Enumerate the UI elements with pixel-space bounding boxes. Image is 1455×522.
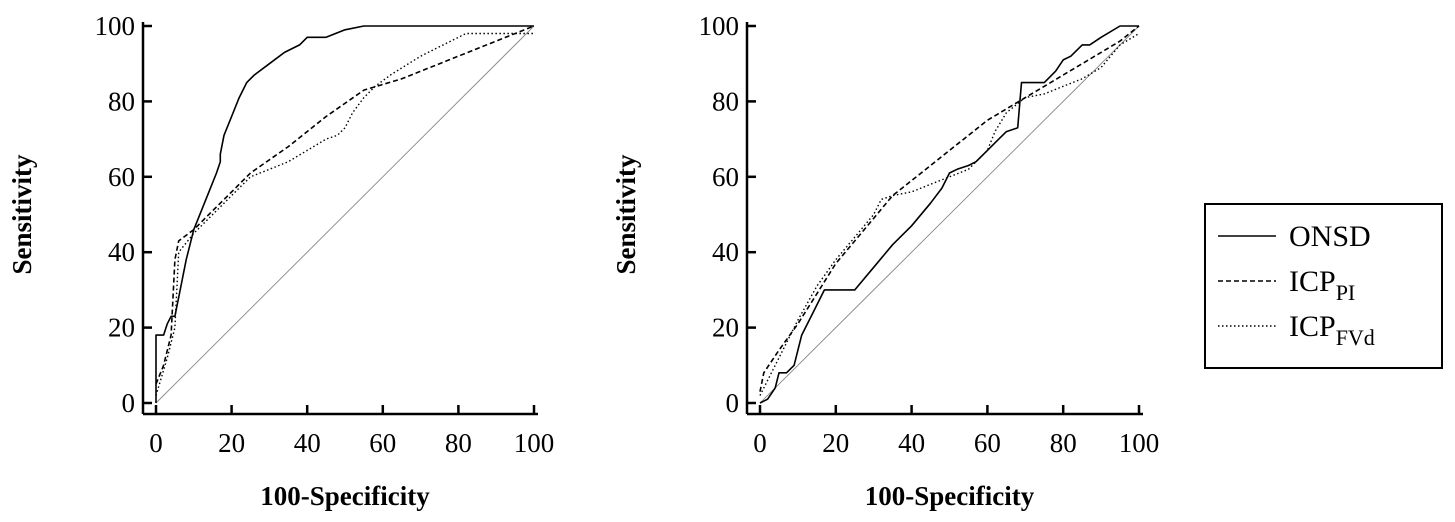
series-line-icp-pi bbox=[155, 25, 535, 385]
y-tick-label: 100 bbox=[95, 11, 136, 41]
x-tick-label: 80 bbox=[1050, 428, 1077, 458]
x-axis-title: 100-Specificity bbox=[865, 481, 1035, 511]
x-tick-label: 40 bbox=[294, 428, 321, 458]
x-tick-label: 20 bbox=[822, 428, 849, 458]
x-tick-label: 0 bbox=[753, 428, 767, 458]
series-line-onsd bbox=[155, 25, 534, 403]
x-axis-title: 100-Specificity bbox=[260, 481, 430, 511]
series-line-icp-pi bbox=[759, 25, 1140, 392]
y-tick-label: 60 bbox=[108, 162, 135, 192]
roc-panel-right: 0 20 40 60 80 100 0 20 40 60 80 100 100-Specificity S… bbox=[611, 11, 1159, 511]
x-tick-label: 20 bbox=[218, 428, 245, 458]
legend-label-icp-pi: ICPPI bbox=[1289, 265, 1355, 305]
y-tick-label: 80 bbox=[712, 86, 739, 116]
y-tick-label: 40 bbox=[108, 237, 135, 267]
reference-diagonal bbox=[155, 25, 535, 404]
y-tick-label: 20 bbox=[108, 313, 135, 343]
legend: ONSD ICPPI ICPFVd bbox=[1204, 203, 1443, 369]
y-axis-title: Sensitivity bbox=[7, 154, 37, 275]
x-tick-label: 80 bbox=[445, 428, 472, 458]
y-tick-label: 60 bbox=[712, 162, 739, 192]
y-tick-label: 100 bbox=[699, 11, 740, 41]
y-tick-label: 0 bbox=[726, 388, 740, 418]
x-tick-label: 60 bbox=[974, 428, 1001, 458]
x-tick-label: 0 bbox=[149, 428, 163, 458]
roc-panel-left: 0 20 40 60 80 100 0 20 40 60 80 100 100-Specificity S… bbox=[7, 11, 554, 511]
y-axis-title: Sensitivity bbox=[611, 154, 641, 275]
y-tick-label: 20 bbox=[712, 313, 739, 343]
x-tick-label: 40 bbox=[898, 428, 925, 458]
legend-frame bbox=[1204, 203, 1443, 369]
x-tick-label: 100 bbox=[514, 428, 555, 458]
x-tick-label: 100 bbox=[1119, 428, 1160, 458]
legend-label-onsd: ONSD bbox=[1289, 220, 1371, 253]
x-tick-label: 60 bbox=[369, 428, 396, 458]
reference-diagonal bbox=[759, 25, 1140, 404]
series-line-onsd bbox=[759, 25, 1139, 404]
series-line-icp-fvd bbox=[759, 32, 1140, 396]
y-tick-label: 40 bbox=[712, 237, 739, 267]
legend-label-icp-fvd: ICPFVd bbox=[1289, 310, 1375, 350]
y-tick-label: 80 bbox=[108, 86, 135, 116]
y-tick-label: 0 bbox=[122, 388, 136, 418]
